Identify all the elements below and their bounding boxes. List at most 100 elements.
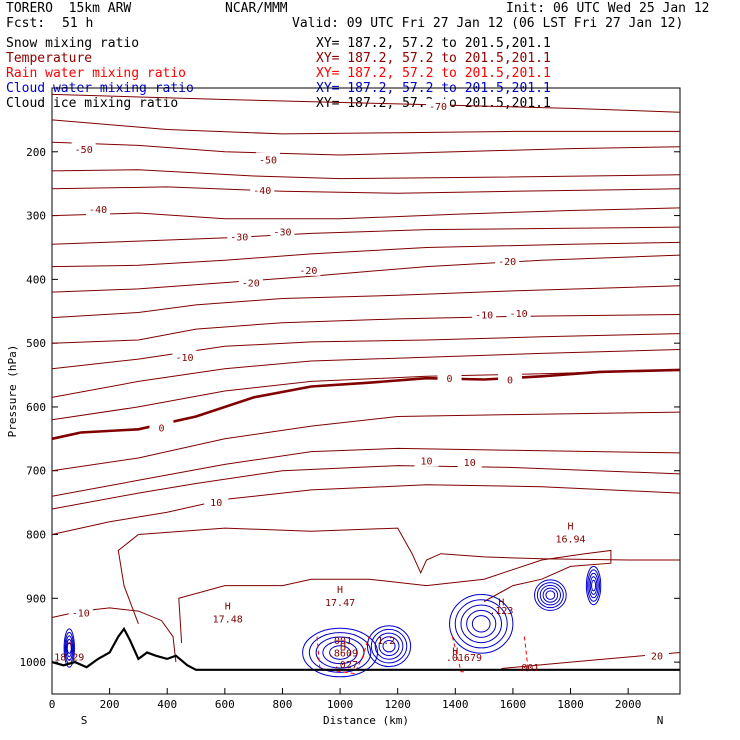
y-tick-label: 1000 (20, 656, 47, 669)
isotherm (51, 447, 681, 497)
label-background (172, 350, 197, 364)
isotherm-label: -10 (72, 608, 90, 619)
label-background (498, 372, 523, 386)
mixing-ratio-label: .001 (328, 636, 352, 647)
label-background (68, 605, 93, 619)
label-background (270, 224, 295, 238)
isotherm-label: 10 (420, 457, 432, 468)
max-marker: H (66, 640, 72, 651)
mixing-ratio-label: H (452, 647, 458, 658)
mixing-ratio-label: H (340, 642, 346, 653)
valid-time: Valid: 09 UTC Fri 27 Jan 12 (06 LST Fri … (292, 16, 684, 31)
isotherm (51, 186, 681, 194)
cloud-water-contour (329, 645, 352, 660)
label-background (472, 307, 497, 321)
isotherm-label: -10 (175, 353, 193, 364)
y-tick-label: 500 (26, 337, 46, 350)
isotherm (51, 369, 681, 421)
forecast-label: Fcst: (6, 16, 46, 31)
isotherm (51, 349, 681, 398)
cloud-water-contour (370, 628, 408, 664)
mixing-ratio-label: .8609 (328, 649, 358, 660)
label-background (256, 152, 281, 166)
south-label: S (81, 714, 88, 727)
cloud-water-contour (322, 640, 358, 665)
isotherm-label: -20 (242, 279, 260, 290)
isotherm-label: 0 (447, 374, 453, 385)
x-tick-label: 1200 (384, 698, 411, 711)
label-background (227, 229, 252, 243)
isotherm-label: 0 (158, 423, 164, 434)
cloud-water-contour (65, 635, 74, 661)
isotherm-label: -20 (299, 266, 317, 277)
max-value: 17.48 (213, 614, 243, 625)
cloud-water-contour (374, 632, 404, 660)
cloud-water-contour (366, 625, 412, 668)
plot-frame (51, 87, 681, 695)
cloud-water-contour (308, 632, 372, 673)
field-coordinates: XY= 187.2, 57.2 to 201.5,201.1 (316, 51, 551, 66)
cloud-water-contour (545, 590, 556, 600)
mixing-ratio-label: .001 (515, 663, 539, 674)
y-axis-label: Pressure (hPa) (6, 345, 19, 438)
max-marker: H (225, 601, 231, 612)
mixing-ratio-label: 1.2 (377, 636, 395, 647)
forecast-hours: 51 h (62, 16, 94, 31)
north-label: N (657, 714, 664, 727)
cloud-water-contour (589, 576, 598, 595)
mixing-ratio-label: .027 (334, 660, 358, 671)
field-name: Rain water mixing ratio (6, 66, 187, 81)
label-background (86, 202, 111, 216)
isotherm-label: -30 (273, 228, 291, 239)
field-name: Temperature (6, 51, 93, 66)
rain-water-contour (316, 636, 370, 675)
isotherm (51, 207, 681, 220)
max-marker: H (568, 522, 574, 533)
isotherm (51, 119, 680, 135)
cloud-water-contour (534, 579, 567, 611)
label-background (437, 371, 462, 385)
cloud-water-contour (591, 579, 597, 592)
isotherm (51, 285, 681, 319)
label-background (238, 275, 263, 289)
isotherm (51, 141, 681, 156)
cloud-water-contour (449, 593, 514, 654)
isotherm-label: -10 (475, 310, 493, 321)
isotherm-label: -20 (498, 257, 516, 268)
label-background (71, 142, 96, 156)
mixing-ratio-label: H (498, 598, 504, 609)
label-background (457, 454, 482, 468)
isotherm-label: 0 (507, 376, 513, 387)
x-tick-label: 0 (49, 698, 56, 711)
isotherm-label: -50 (75, 145, 93, 156)
isotherm-label: 20 (651, 652, 663, 663)
x-tick-label: 1600 (500, 698, 527, 711)
isotherm-label: -10 (510, 309, 528, 320)
mixing-ratio-label: .123 (489, 606, 513, 617)
label-background (506, 306, 531, 320)
y-tick-label: 400 (26, 273, 46, 286)
model-title: TORERO 15km ARW (6, 1, 132, 16)
label-background (204, 494, 229, 508)
isotherm (51, 241, 681, 268)
y-tick-label: 900 (26, 592, 46, 605)
label-background (495, 253, 520, 267)
isotherm-label: -40 (253, 186, 271, 197)
isotherm-label: 10 (210, 498, 222, 509)
x-tick-label: 600 (215, 698, 235, 711)
label-background (250, 183, 275, 197)
y-tick-label: 200 (26, 146, 46, 159)
x-tick-label: 1400 (442, 698, 469, 711)
cloud-water-contour (585, 565, 602, 606)
cloud-water-contour (63, 628, 75, 668)
y-tick-label: 800 (26, 529, 46, 542)
field-name: Cloud ice mixing ratio (6, 96, 179, 111)
label-background (149, 420, 174, 434)
isotherm-label: -40 (89, 205, 107, 216)
isotherm (117, 527, 680, 624)
isotherm-label: -30 (230, 233, 248, 244)
label-background (414, 453, 439, 467)
field-coordinates: XY= 187.2, 57.2 to 201.5,201.1 (316, 66, 551, 81)
max-value: 18.29 (54, 653, 84, 664)
y-tick-label: 300 (26, 210, 46, 223)
